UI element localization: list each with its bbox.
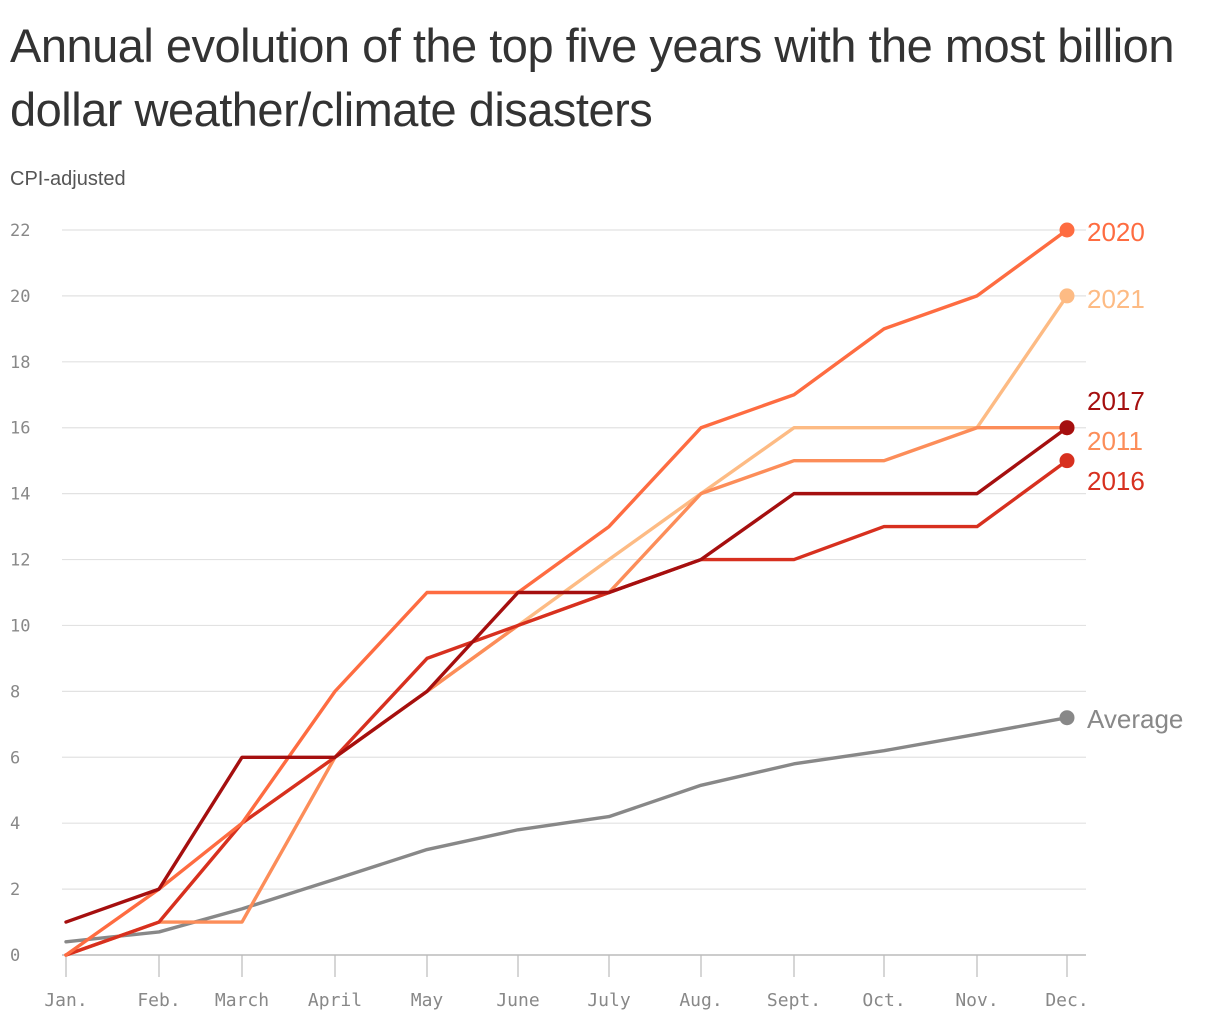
x-tick-label: Nov. <box>955 990 998 1011</box>
chart-subtitle: CPI-adjusted <box>10 168 126 190</box>
series-endpoint-average <box>1059 710 1075 726</box>
series-line-2020 <box>64 228 1069 957</box>
y-tick-label: 4 <box>10 814 20 834</box>
series-lines <box>64 222 1075 957</box>
x-tick-label: July <box>587 990 631 1011</box>
y-tick-label: 10 <box>10 616 30 636</box>
x-tick-label: Sept. <box>767 990 821 1011</box>
x-tick-label: June <box>496 990 539 1011</box>
x-tick-label: May <box>411 990 444 1011</box>
x-tick-label: March <box>215 990 269 1011</box>
series-line-2016 <box>64 458 1069 957</box>
series-label-2017: 2017 <box>1087 386 1145 416</box>
series-line-average <box>64 716 1069 944</box>
y-tick-label: 16 <box>10 419 30 439</box>
x-tick-label: April <box>308 990 362 1011</box>
series-label-2016: 2016 <box>1087 466 1145 496</box>
series-line-2017 <box>64 426 1069 924</box>
y-tick-label: 12 <box>10 551 30 571</box>
series-endpoint-2016 <box>1059 453 1075 469</box>
y-tick-label: 2 <box>10 880 20 900</box>
y-tick-label: 22 <box>10 221 30 241</box>
x-tick-label: Aug. <box>679 990 722 1011</box>
series-endpoint-2021 <box>1059 288 1075 304</box>
y-tick-label: 18 <box>10 353 30 373</box>
x-axis-ticks: Jan. Feb. March April May June July Aug. Sept. Oc… <box>44 955 1089 1011</box>
series-endpoint-2020 <box>1059 222 1075 238</box>
series-labels: Average 2021 2011 2016 2020 2017 <box>1087 217 1183 734</box>
series-label-2011: 2011 <box>1087 426 1143 456</box>
series-label-2021: 2021 <box>1087 284 1145 314</box>
y-tick-label: 6 <box>10 748 20 768</box>
y-tick-label: 0 <box>10 946 20 966</box>
series-label-2020: 2020 <box>1087 217 1145 247</box>
x-tick-label: Oct. <box>862 990 905 1011</box>
chart-title: Annual evolution of the top five years w… <box>10 19 1174 136</box>
series-label-average: Average <box>1087 704 1183 734</box>
y-tick-label: 20 <box>10 287 30 307</box>
y-axis-ticks: 0 2 4 6 8 10 12 14 16 18 20 22 <box>10 221 30 966</box>
x-tick-label: Dec. <box>1045 990 1088 1011</box>
x-tick-label: Jan. <box>44 990 87 1011</box>
series-endpoint-2017 <box>1059 420 1075 436</box>
x-tick-label: Feb. <box>137 990 180 1011</box>
y-tick-label: 14 <box>10 485 30 505</box>
y-tick-label: 8 <box>10 682 20 702</box>
